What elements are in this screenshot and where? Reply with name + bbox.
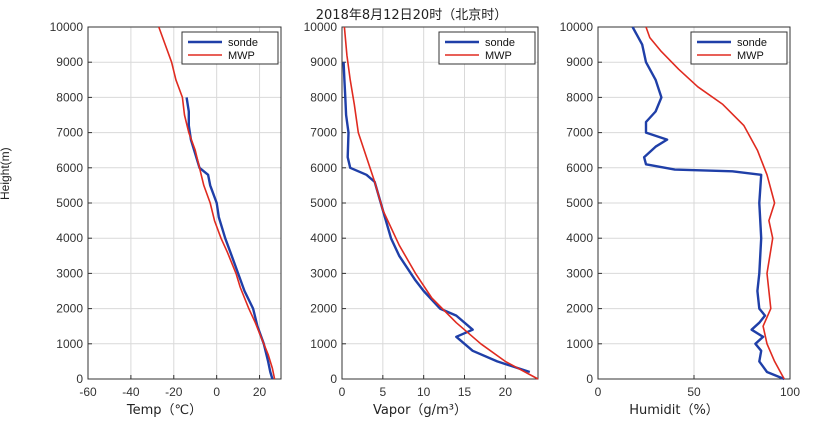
y-tick-label: 4000: [310, 231, 337, 245]
series-line-sonde: [342, 62, 531, 374]
y-tick-label: 2000: [56, 302, 83, 316]
x-tick-label: 100: [780, 385, 800, 399]
legend-label: sonde: [485, 37, 515, 49]
y-tick-label: 4000: [56, 231, 83, 245]
x-tick-label: 20: [253, 385, 267, 399]
y-tick-label: 0: [586, 372, 593, 386]
y-tick-label: 0: [330, 372, 337, 386]
x-tick-label: 15: [458, 385, 472, 399]
y-tick-label: 8000: [310, 90, 337, 104]
y-tick-label: 5000: [310, 196, 337, 210]
x-tick-label: -40: [122, 385, 140, 399]
x-axis-label: Humidit（%）: [629, 403, 719, 418]
legend-label: MWP: [228, 50, 255, 62]
y-tick-label: 6000: [56, 161, 83, 175]
legend-label: MWP: [485, 50, 512, 62]
y-tick-label: 9000: [566, 55, 593, 69]
series-line-mwp: [645, 26, 785, 380]
y-tick-label: 8000: [566, 90, 593, 104]
y-tick-label: 1000: [310, 337, 337, 351]
chart-title: 2018年8月12日20时（北京时）: [315, 8, 508, 23]
legend-label: MWP: [737, 50, 764, 62]
series-line-sonde: [631, 26, 785, 381]
x-axis-label: Vapor（g/m³）: [373, 403, 467, 418]
x-tick-label: 5: [379, 385, 386, 399]
y-tick-label: 9000: [310, 55, 337, 69]
y-tick-label: 5000: [566, 196, 593, 210]
x-axis-label: Temp（℃）: [126, 403, 202, 418]
y-tick-label: 9000: [56, 55, 83, 69]
y-tick-label: 3000: [56, 266, 83, 280]
y-tick-label: 2000: [566, 302, 593, 316]
series-line-mwp: [158, 26, 276, 380]
y-tick-label: 1000: [56, 337, 83, 351]
legend-label: sonde: [737, 37, 767, 49]
y-tick-label: 10000: [50, 20, 84, 34]
series-line-mwp: [343, 26, 539, 380]
y-tick-label: 8000: [56, 90, 83, 104]
legend-box: [438, 31, 536, 65]
x-tick-label: -20: [165, 385, 183, 399]
y-tick-label: 7000: [566, 126, 593, 140]
y-tick-label: 3000: [566, 266, 593, 280]
y-tick-label: 10000: [560, 20, 594, 34]
x-tick-label: 20: [499, 385, 513, 399]
chart-panel-3: 0 50 1000100020003000400050006000700080009…: [560, 20, 801, 418]
legend-label: sonde: [228, 37, 258, 49]
y-tick-label: 10000: [304, 20, 338, 34]
x-tick-label: 50: [687, 385, 701, 399]
x-tick-label: 0: [339, 385, 346, 399]
y-tick-label: 1000: [566, 337, 593, 351]
y-tick-label: 2000: [310, 302, 337, 316]
x-tick-label: 10: [417, 385, 431, 399]
y-tick-label: 6000: [310, 161, 337, 175]
y-tick-label: 7000: [310, 126, 337, 140]
chart-panel-2: 0 5 10 15 20 0 1000 2000 3000 4000 5000 6000 7000 800…: [304, 20, 539, 418]
y-tick-label: 3000: [310, 266, 337, 280]
y-tick-label: 4000: [566, 231, 593, 245]
legend-box: [181, 31, 279, 65]
x-tick-label: 0: [213, 385, 220, 399]
y-tick-label: 5000: [56, 196, 83, 210]
chart-panel-1: -60 -40 -20 0 20 0 1000 2000 3000 4000 5000 6000 700…: [50, 20, 282, 418]
x-tick-label: 0: [595, 385, 602, 399]
legend-box: [690, 31, 788, 65]
y-tick-label: 6000: [566, 161, 593, 175]
y-tick-label: 0: [76, 372, 83, 386]
x-tick-label: -60: [79, 385, 97, 399]
y-tick-label: 7000: [56, 126, 83, 140]
